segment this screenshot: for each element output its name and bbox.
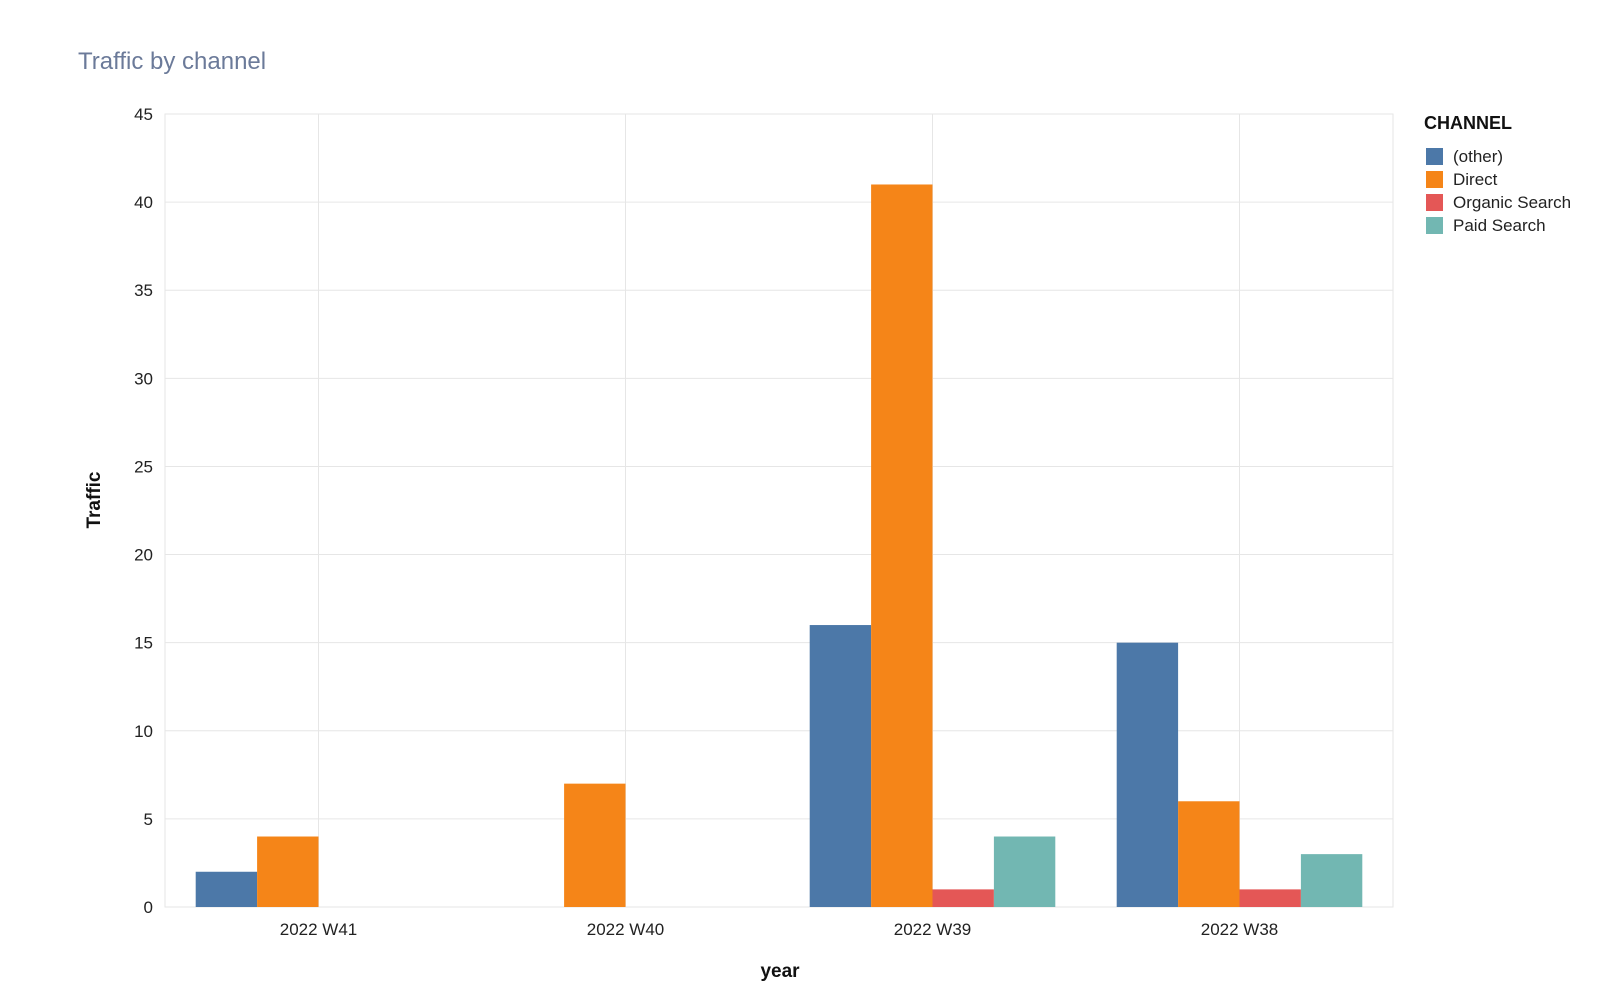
plot-frame: [164, 113, 1394, 908]
axes: 0 5 10 15 20 25 30 35 40 45 2022 W41 2022 W40 2022 W…: [134, 105, 1278, 939]
y-tick-label: 10: [134, 722, 153, 741]
bar-other-2022-w39[interactable]: [809, 625, 872, 907]
bar-paid-search-2022-w38[interactable]: [1300, 854, 1363, 907]
legend-swatch: [1426, 194, 1443, 211]
y-tick-label: 25: [134, 457, 153, 476]
legend-label: Paid Search: [1453, 216, 1546, 235]
y-tick-label: 0: [144, 898, 153, 917]
y-tick-label: 15: [134, 634, 153, 653]
legend-label: Direct: [1453, 170, 1498, 189]
legend: CHANNEL (other) Direct Organic Search Paid …: [1424, 113, 1571, 235]
bar-direct-2022-w41[interactable]: [257, 836, 319, 907]
bar-direct-2022-w38[interactable]: [1178, 801, 1240, 907]
y-tick-label: 35: [134, 281, 153, 300]
x-tick-label: 2022 W38: [1201, 920, 1279, 939]
y-tick-label: 30: [134, 369, 153, 388]
legend-label: Organic Search: [1453, 193, 1571, 212]
y-tick-label: 20: [134, 546, 153, 565]
grid-lines: [164, 113, 1394, 908]
bar-organic-search-2022-w38[interactable]: [1239, 889, 1301, 907]
bar-other-2022-w38[interactable]: [1116, 642, 1179, 907]
y-tick-label: 5: [144, 810, 153, 829]
y-axis-title: Traffic: [84, 471, 105, 528]
x-tick-label: 2022 W39: [894, 920, 972, 939]
x-axis-title: year: [760, 961, 800, 982]
chart-title: Traffic by channel: [78, 48, 267, 75]
legend-swatch: [1426, 148, 1443, 165]
x-tick-label: 2022 W40: [587, 920, 665, 939]
bars: [195, 184, 1363, 907]
y-tick-label: 45: [134, 105, 153, 124]
legend-label: (other): [1453, 147, 1503, 166]
legend-title: CHANNEL: [1424, 113, 1512, 133]
bar-other-2022-w41[interactable]: [195, 871, 258, 907]
bar-organic-search-2022-w39[interactable]: [932, 889, 994, 907]
legend-swatch: [1426, 171, 1443, 188]
legend-swatch: [1426, 217, 1443, 234]
y-tick-label: 40: [134, 193, 153, 212]
bar-direct-2022-w39[interactable]: [871, 184, 933, 907]
bar-paid-search-2022-w39[interactable]: [993, 836, 1056, 907]
bar-direct-2022-w40[interactable]: [564, 783, 626, 907]
x-tick-label: 2022 W41: [280, 920, 358, 939]
